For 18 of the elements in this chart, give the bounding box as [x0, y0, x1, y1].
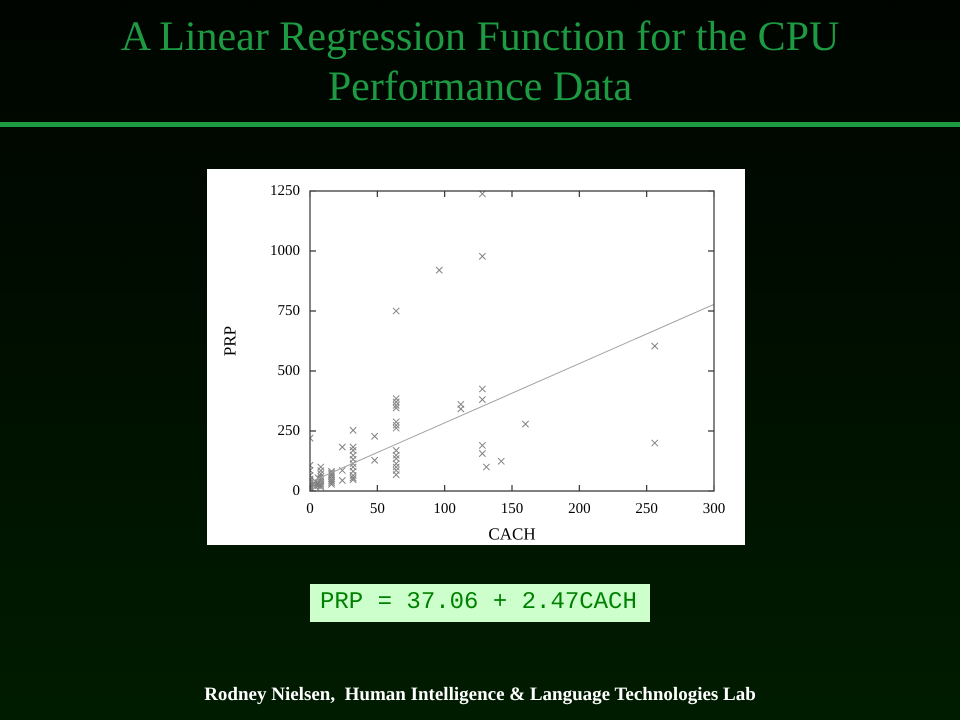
- y-tick-label: 250: [278, 422, 300, 439]
- y-tick-label: 500: [278, 362, 300, 379]
- y-axis-title: PRP: [220, 326, 240, 356]
- y-tick-label: 1000: [270, 242, 300, 259]
- y-tick-label: 750: [278, 302, 300, 319]
- x-tick-label: 200: [568, 500, 591, 517]
- chart-title: A Linear Regression Function for the CPU Performance Data: [120, 13, 840, 112]
- y-tick-label: 0: [292, 482, 300, 499]
- x-tick-label: 300: [702, 500, 726, 517]
- y-tick-label: 1250: [270, 182, 300, 199]
- x-axis-title: CACH: [488, 524, 536, 544]
- text: PRP = 37.06 + 2.47CACH: [310, 584, 650, 622]
- x-tick-label: 250: [635, 500, 658, 517]
- x-tick-label: 100: [433, 500, 456, 517]
- text: Rodney Nielsen, Human Intelligence & Language Technologies Lab: [203, 684, 757, 706]
- x-tick-label: 0: [306, 500, 314, 517]
- x-tick-label: 150: [500, 500, 524, 517]
- x-tick-label: 50: [370, 500, 385, 517]
